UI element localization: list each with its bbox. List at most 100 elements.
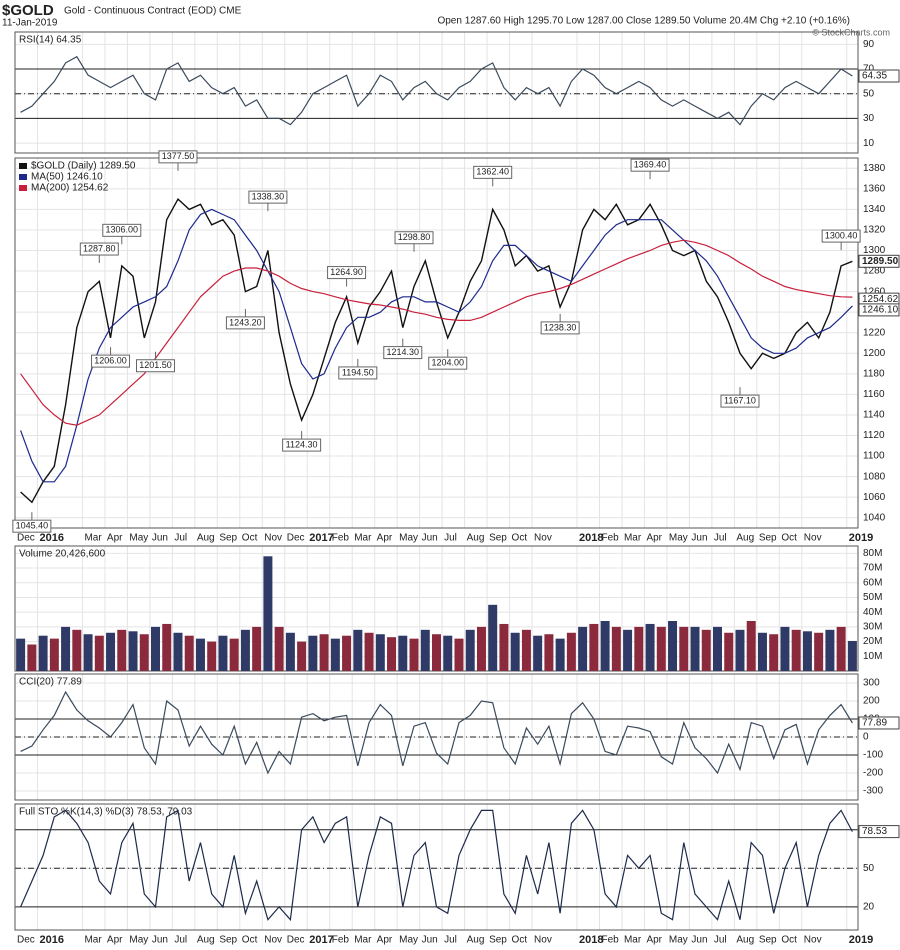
panel-title: RSI(14) 64.35: [19, 35, 82, 46]
volume-bar: [634, 626, 644, 671]
x-tick-label: Mar: [84, 935, 102, 946]
y-tick-label: 30M: [863, 622, 882, 633]
volume-bar: [668, 621, 678, 671]
volume-bar: [488, 604, 498, 671]
volume-bar: [454, 638, 464, 671]
x-tick-label: Sep: [759, 935, 777, 946]
series-line: [20, 809, 853, 922]
volume-bar: [476, 626, 486, 671]
y-tick-label: 40M: [863, 607, 882, 618]
y-tick-label: 1360: [863, 183, 886, 194]
y-tick-label: 1120: [863, 430, 885, 441]
volume-bar: [72, 629, 82, 671]
last-value-tag: [858, 254, 900, 268]
x-tick-label: Jul: [444, 533, 457, 544]
volume-bar: [566, 632, 576, 671]
y-tick-label: 70: [863, 64, 875, 75]
volume-bar: [802, 631, 812, 671]
volume-bar: [589, 623, 599, 671]
y-tick-label: -200: [863, 768, 883, 779]
volume-bar: [746, 621, 756, 671]
panel-frame: [14, 31, 859, 154]
annotation-label: 1167.10: [724, 395, 756, 405]
volume-bar: [499, 623, 509, 671]
y-tick-label: -300: [863, 786, 883, 797]
x-tick-label: Nov: [534, 935, 552, 946]
volume-bar: [207, 641, 217, 671]
panel-title: Volume 20,426,600: [19, 549, 106, 560]
annotation-label: 1287.80: [83, 243, 116, 253]
x-tick-label: Aug: [197, 533, 215, 544]
x-tick-label: 2017: [309, 934, 333, 946]
x-tick-label: Apr: [646, 533, 662, 544]
volume-bar: [128, 631, 138, 671]
last-value-tag: [858, 69, 900, 83]
volume-bar: [847, 640, 857, 671]
last-value-label: 77.89: [862, 718, 887, 729]
annotation-label: 1238.30: [544, 322, 577, 332]
volume-bar: [611, 626, 621, 671]
series-line: [20, 239, 853, 426]
x-tick-label: 2016: [39, 532, 63, 544]
volume-bar: [645, 623, 655, 671]
volume-bar: [375, 634, 385, 671]
volume-bar: [825, 629, 835, 671]
x-tick-label: Jul: [714, 533, 727, 544]
y-tick-label: 1060: [863, 492, 886, 503]
x-tick-label: May: [669, 935, 688, 946]
volume-bar: [836, 626, 846, 671]
x-tick-label: Mar: [354, 533, 372, 544]
x-tick-label: Aug: [197, 935, 215, 946]
x-tick-label: Jul: [174, 533, 187, 544]
annotation-box: [91, 354, 131, 368]
legend-swatch: [19, 185, 27, 191]
annotation-label: 1206.00: [94, 355, 127, 365]
volume-bar: [184, 635, 194, 671]
symbol: $GOLD: [2, 2, 54, 19]
last-value-tag: [858, 716, 900, 730]
y-tick-label: 1200: [863, 348, 886, 359]
annotation-box: [79, 242, 119, 256]
x-tick-label: 2018: [579, 934, 603, 946]
volume-bar: [117, 629, 127, 671]
y-tick-label: 20M: [863, 636, 882, 647]
volume-bar: [600, 621, 610, 671]
x-tick-label: Apr: [377, 533, 393, 544]
annotation-box: [428, 356, 468, 370]
x-tick-label: Jun: [152, 533, 168, 544]
volume-bar: [656, 626, 666, 671]
x-tick-label: Jun: [152, 935, 168, 946]
volume-bar: [297, 641, 307, 671]
x-tick-label: Feb: [601, 935, 619, 946]
x-tick-label: Mar: [84, 533, 102, 544]
volume-bar: [555, 638, 565, 671]
x-tick-label: Oct: [781, 533, 797, 544]
volume-bar: [623, 629, 633, 671]
volume-bar: [218, 635, 228, 671]
volume-bar: [443, 635, 453, 671]
last-value-label: 78.53: [862, 826, 887, 837]
volume-bar: [735, 629, 745, 671]
annotation-box: [248, 190, 288, 204]
x-tick-label: Oct: [512, 533, 528, 544]
y-tick-label: 1280: [863, 266, 886, 277]
volume-bar: [769, 634, 779, 671]
annotation-label: 1264.90: [330, 267, 363, 277]
x-tick-label: Feb: [332, 935, 350, 946]
annotation-box: [473, 165, 513, 179]
volume-bar: [780, 626, 790, 671]
annotation-label: 1369.40: [634, 160, 667, 170]
volume-bar: [83, 634, 93, 671]
volume-bar: [285, 632, 295, 671]
x-tick-label: Oct: [242, 533, 258, 544]
y-tick-label: 1220: [863, 327, 886, 338]
volume-bar: [263, 556, 273, 671]
x-tick-label: Jun: [691, 935, 707, 946]
volume-bar: [94, 635, 104, 671]
x-tick-label: Apr: [107, 935, 123, 946]
annotation-box: [540, 321, 580, 335]
volume-bar: [791, 629, 801, 671]
x-tick-label: Apr: [646, 935, 662, 946]
x-tick-label: 2018: [579, 532, 603, 544]
